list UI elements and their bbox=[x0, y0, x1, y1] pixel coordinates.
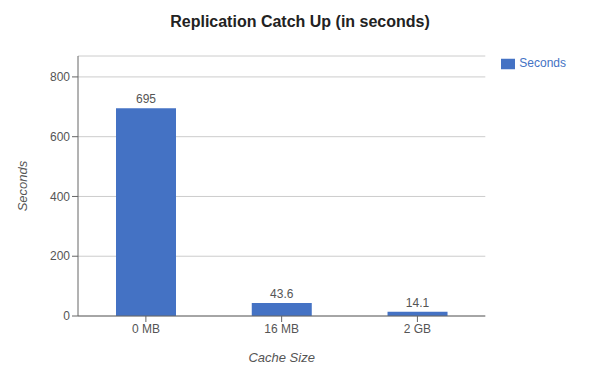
svg-text:800: 800 bbox=[50, 70, 70, 84]
svg-text:695: 695 bbox=[136, 92, 156, 106]
html-text:Seconds: Seconds bbox=[519, 56, 566, 70]
svg-text:200: 200 bbox=[50, 249, 70, 263]
svg-text:16 MB: 16 MB bbox=[264, 322, 299, 336]
html-text:Replication Catch Up (in secon: Replication Catch Up (in seconds) bbox=[170, 13, 430, 30]
svg-text:0 MB: 0 MB bbox=[132, 322, 160, 336]
svg-text:Cache Size: Cache Size bbox=[248, 350, 314, 365]
svg-text:600: 600 bbox=[50, 130, 70, 144]
svg-text:Seconds: Seconds bbox=[15, 160, 30, 211]
svg-text:2 GB: 2 GB bbox=[404, 322, 431, 336]
svg-text:14.1: 14.1 bbox=[406, 296, 430, 310]
svg-text:0: 0 bbox=[63, 309, 70, 323]
svg-text:43.6: 43.6 bbox=[270, 287, 294, 301]
svg-text:400: 400 bbox=[50, 190, 70, 204]
